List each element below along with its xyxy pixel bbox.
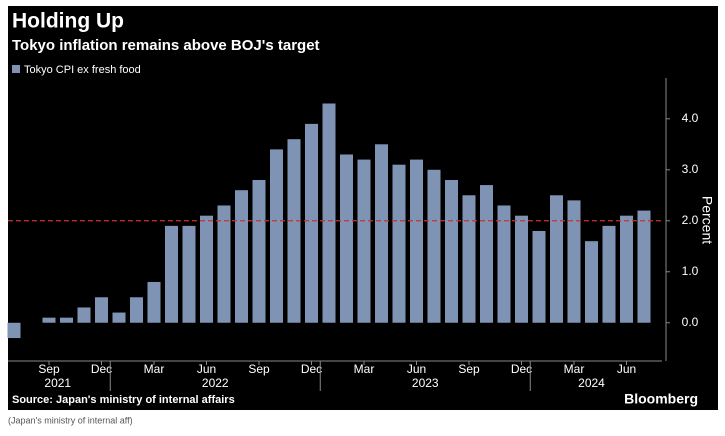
bar <box>322 103 336 323</box>
bar <box>95 297 108 323</box>
bar <box>602 225 616 323</box>
bar <box>60 317 73 323</box>
x-tick-label: Dec <box>301 362 322 376</box>
legend-label: Tokyo CPI ex fresh food <box>24 64 141 76</box>
bar <box>182 225 196 323</box>
x-year-label: 2022 <box>202 376 229 390</box>
x-tick-label: Sep <box>458 362 480 376</box>
x-year-label: 2023 <box>412 376 439 390</box>
bar <box>77 307 91 323</box>
bar <box>462 195 476 323</box>
x-tick-label: Jun <box>617 362 636 376</box>
brand: Bloomberg <box>624 391 698 407</box>
y-tick-label: 4.0 <box>682 111 699 125</box>
bar <box>42 317 56 323</box>
x-tick-label: Dec <box>511 362 532 376</box>
bar <box>147 281 161 323</box>
x-tick-label: Jun <box>407 362 426 376</box>
y-tick-label: 1.0 <box>682 264 699 278</box>
source: Source: Japan's ministry of internal aff… <box>12 394 235 406</box>
bar <box>550 195 563 323</box>
legend-swatch <box>12 65 20 73</box>
caption: (Japan's ministry of internal aff) <box>8 415 133 425</box>
bar <box>620 215 633 323</box>
y-tick-label: 3.0 <box>682 162 699 176</box>
bar <box>217 205 231 323</box>
x-tick-label: Mar <box>144 362 165 376</box>
chart-title: Holding Up <box>12 10 124 33</box>
bar <box>235 190 248 323</box>
bar <box>130 297 143 323</box>
bar <box>515 215 528 323</box>
bar <box>305 123 318 323</box>
bar <box>445 179 458 323</box>
y-tick-label: 0.0 <box>682 315 699 329</box>
x-tick-label: Sep <box>38 362 60 376</box>
bar <box>200 215 213 323</box>
bar <box>7 322 21 339</box>
bar <box>357 159 371 323</box>
x-tick-label: Mar <box>564 362 585 376</box>
bar <box>165 225 178 323</box>
y-axis-label: Percent <box>699 196 715 244</box>
bar <box>427 169 441 323</box>
bar <box>270 149 283 323</box>
bar <box>392 164 406 323</box>
x-year-label: 2021 <box>44 376 71 390</box>
x-tick-label: Mar <box>354 362 375 376</box>
x-tick-label: Sep <box>248 362 270 376</box>
x-year-label: 2024 <box>578 376 605 390</box>
bar <box>480 185 493 323</box>
chart-subtitle: Tokyo inflation remains above BOJ's targ… <box>12 37 320 54</box>
bar <box>252 179 266 323</box>
bar <box>567 200 581 323</box>
bar <box>287 139 301 323</box>
bar <box>585 241 598 323</box>
bar <box>637 210 651 323</box>
bar <box>410 159 423 323</box>
bar <box>375 144 388 323</box>
bar <box>497 205 511 323</box>
x-tick-label: Jun <box>197 362 216 376</box>
bar <box>112 312 126 323</box>
bar <box>340 154 353 323</box>
bar <box>532 230 546 323</box>
y-tick-label: 2.0 <box>682 213 699 227</box>
x-tick-label: Dec <box>91 362 112 376</box>
